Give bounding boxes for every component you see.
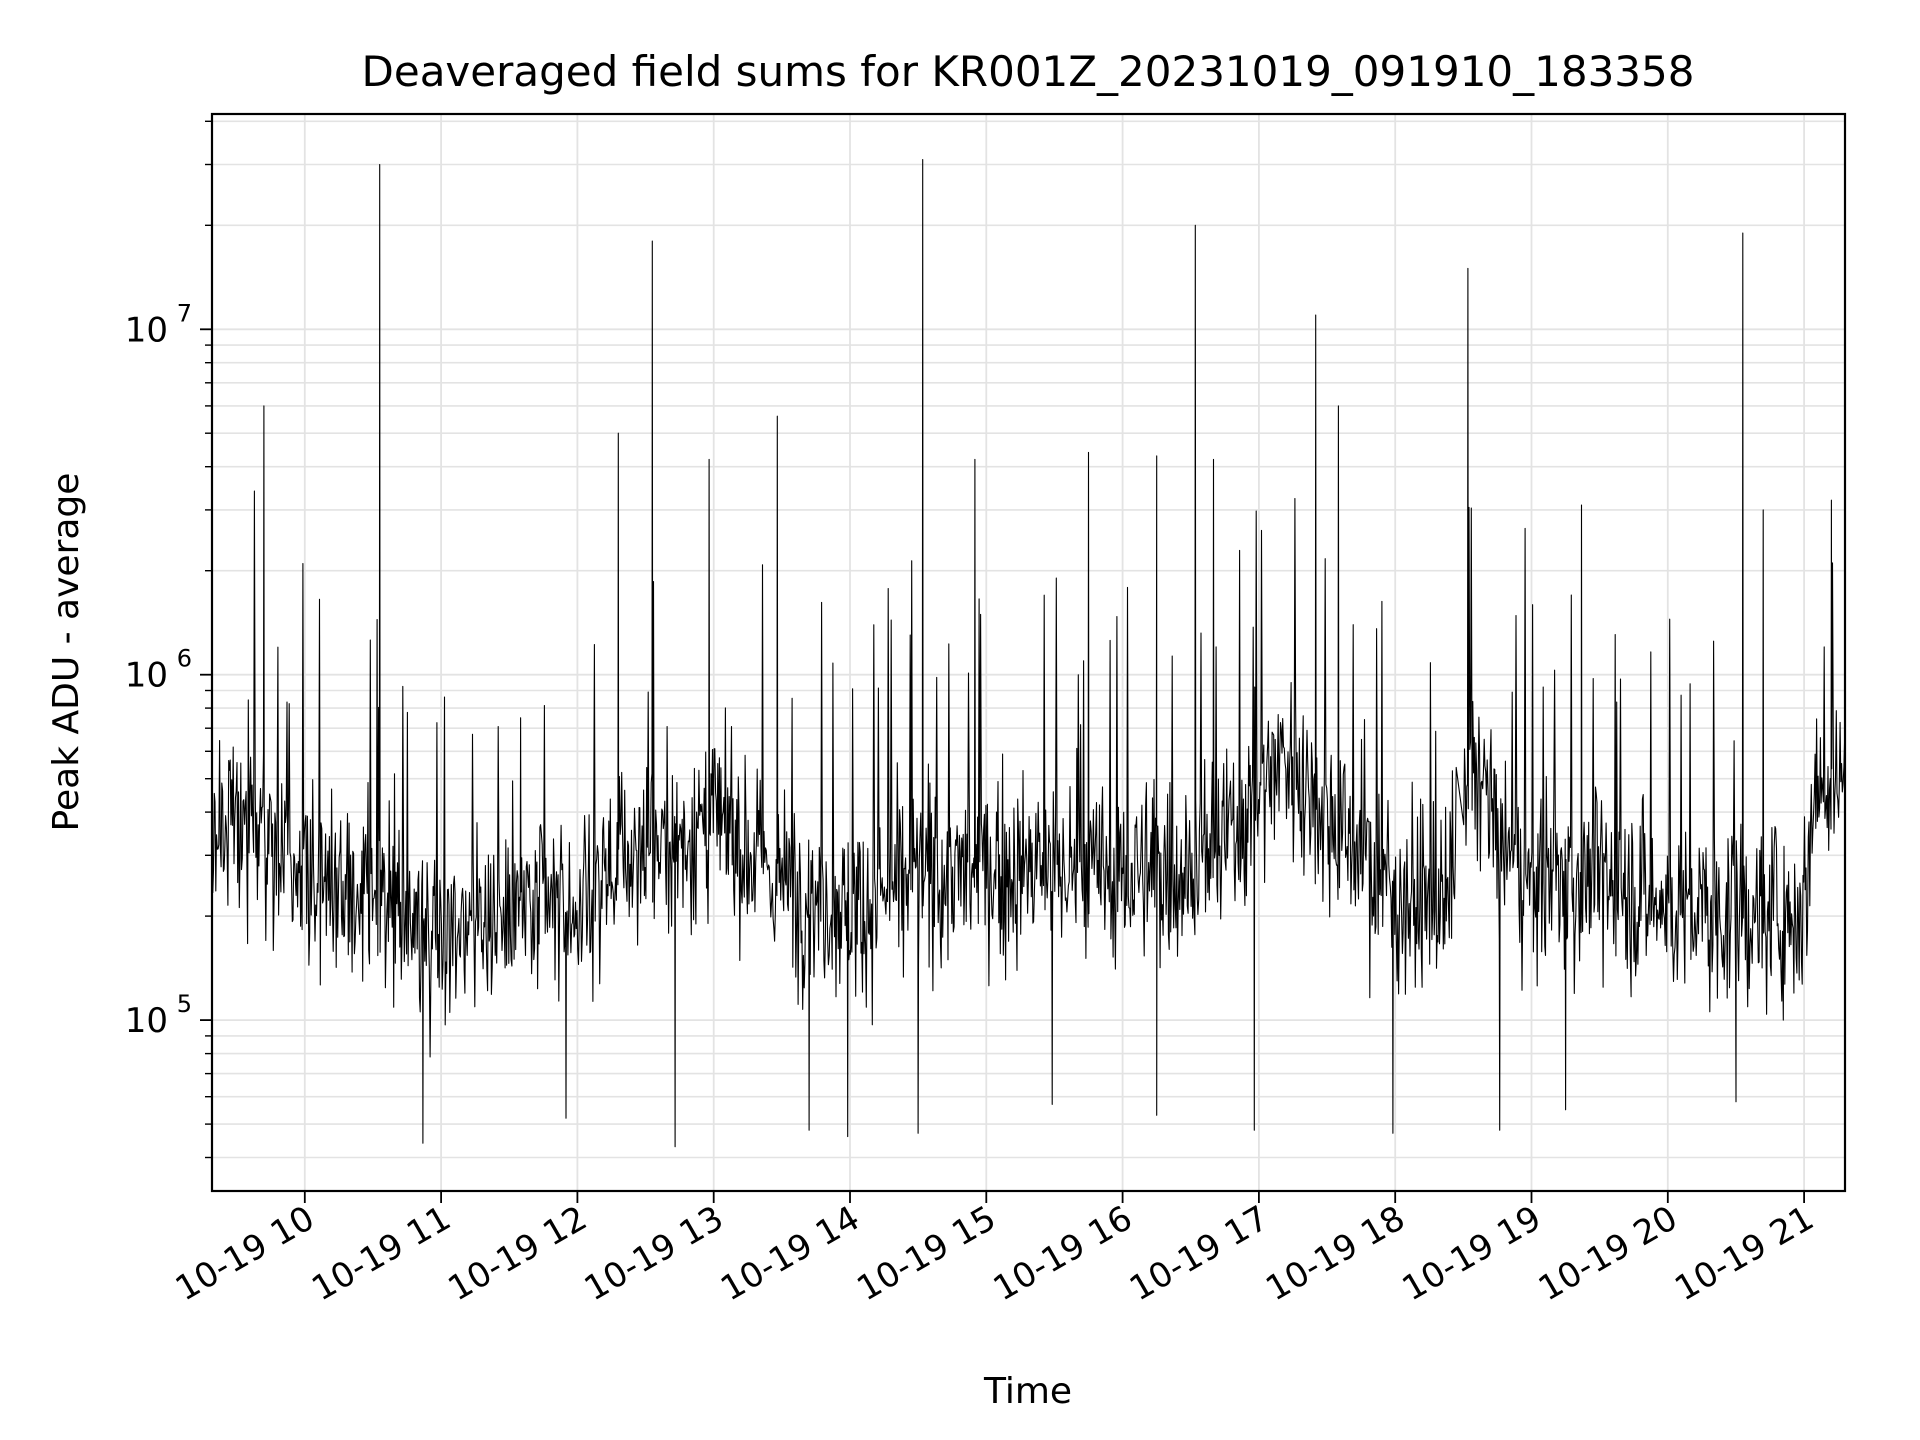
y-tick-label-exponent: 5 [177,990,192,1018]
y-tick-label-exponent: 7 [177,299,192,327]
series-line [211,159,1846,1148]
y-tick-label-exponent: 6 [177,645,192,673]
y-tick-label-base: 10 [125,310,168,350]
plot-frame [210,112,1847,1193]
y-axis: 10 5 10 6 10 7 [125,120,212,1159]
chart-title: Deaveraged field sums for KR001Z_2023101… [362,47,1695,96]
y-tick-label-base: 10 [125,1001,168,1041]
plot-grid [212,114,1845,1191]
plot-series [211,159,1846,1148]
y-tick-label-base: 10 [125,656,168,696]
x-axis-label: Time [983,1371,1072,1412]
y-axis-label: Peak ADU - average [46,473,87,832]
